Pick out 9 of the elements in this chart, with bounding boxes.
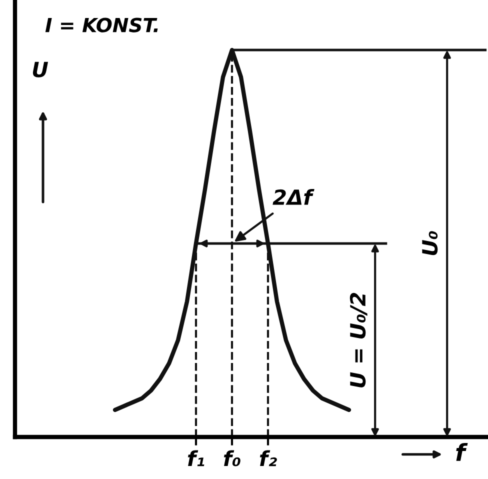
text: U₀: [422, 231, 438, 256]
annotation: 2Δf: [272, 188, 314, 205]
x-axis-title: f: [456, 442, 468, 461]
x-tick-label: f₁: [188, 450, 204, 466]
annotation: U = U₀/2: [350, 292, 368, 388]
y-axis-title: U: [32, 62, 48, 78]
x-tick-label: f₀: [224, 450, 240, 466]
x-tick-label: f₂: [260, 450, 277, 466]
text: I = KONST.: [45, 18, 158, 32]
